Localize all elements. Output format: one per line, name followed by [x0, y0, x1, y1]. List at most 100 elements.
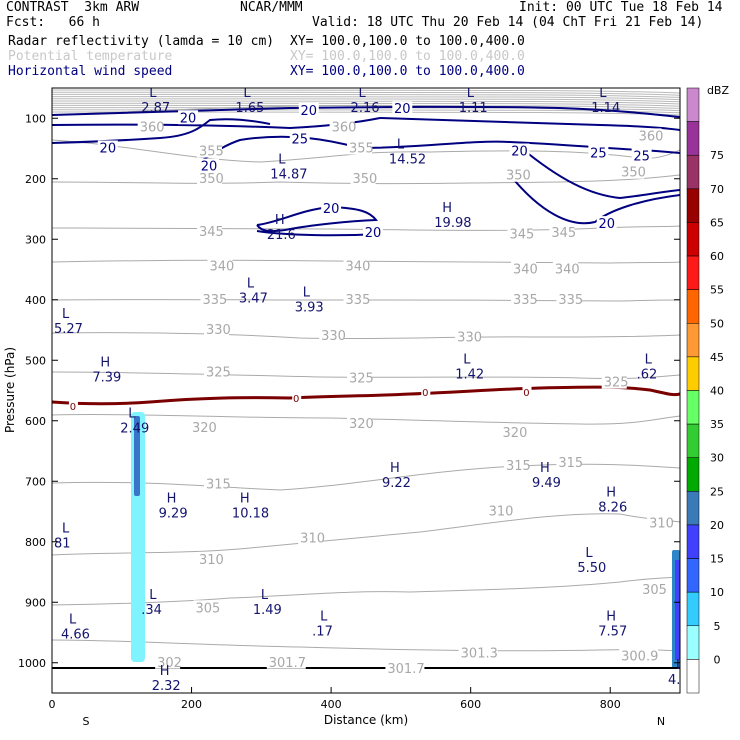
colorbar-tick-label: 25: [710, 485, 724, 498]
colorbar-tick-label: 35: [710, 418, 724, 431]
init-time: Init: 00 UTC Tue 18 Feb 14: [519, 0, 723, 15]
theta-line-strat: [52, 91, 680, 96]
colorbar-segment: [686, 423, 700, 458]
theta-label-bg: [511, 261, 536, 276]
theta-label-bg: [266, 654, 306, 669]
wind-label: 20: [365, 226, 382, 241]
theta-line-305: [52, 576, 680, 606]
theta-label-bg: [298, 530, 324, 545]
theta-line-350: [52, 174, 680, 185]
colorbar-tick-label: 55: [710, 284, 724, 297]
theta-label-bg: [155, 654, 181, 669]
colorbar-segment: [686, 591, 700, 627]
extremum-value: 1.49: [253, 603, 282, 618]
extremum-value: 21.6: [267, 228, 296, 243]
extremum-letter: L: [149, 86, 157, 101]
theta-label: 340: [346, 259, 371, 274]
extremum-letter: H: [160, 664, 170, 679]
field-reflectivity-xy: XY= 100.0,100.0 to 100.0,400.0: [290, 34, 525, 49]
extremum-value: 3.47: [239, 292, 268, 307]
extremum-value: 4.66: [61, 627, 90, 642]
theta-label: 340: [209, 259, 234, 274]
freeze-label: 0: [293, 394, 299, 405]
wind-label: 25: [633, 149, 650, 164]
extremum-value: 7.39: [92, 370, 121, 385]
theta-label: 320: [192, 421, 217, 436]
theta-label: 305: [196, 601, 221, 616]
theta-label: 310: [300, 532, 325, 547]
colorbar-segment: [686, 625, 700, 660]
wind-label: 20: [511, 145, 528, 160]
extremum-value: 2.87: [141, 101, 170, 116]
extremum-letter: L: [645, 352, 653, 367]
wind-line-25-b: [379, 117, 680, 131]
freeze-label-bg: [522, 385, 532, 397]
theta-line-strat: [52, 98, 680, 103]
y-tick-label: 900: [25, 596, 46, 609]
extremum-letter: H: [606, 485, 616, 500]
extremum-value: 2.49: [120, 422, 149, 437]
colorbar-segment: [686, 222, 700, 257]
theta-label-bg: [619, 164, 645, 179]
theta-label-bg: [455, 329, 481, 344]
theta-label: 330: [321, 329, 346, 344]
extremum-letter: L: [62, 307, 70, 322]
theta-label-bg: [197, 223, 222, 238]
freeze-label-bg: [292, 391, 302, 403]
extremum-letter: L: [243, 86, 251, 101]
wind-label-bg: [289, 131, 310, 146]
theta-label-bg: [207, 258, 233, 273]
wind-label: 20: [201, 160, 218, 175]
extremum-letter: L: [463, 352, 471, 367]
theta-line-strat: [52, 100, 680, 105]
extremum-value: 81: [54, 537, 71, 552]
freeze-label: 0: [422, 388, 428, 399]
theta-label: 315: [506, 459, 531, 474]
theta-label-bg: [511, 291, 536, 306]
extremum-value: 5.50: [577, 561, 606, 576]
theta-label: 300.9: [621, 650, 658, 665]
extremum-letter: H: [167, 491, 177, 506]
extremum-value: 4.4: [668, 673, 689, 688]
extremum-value: 1.11: [459, 101, 488, 116]
wind-label-bg: [392, 101, 413, 116]
extremum-value: 1.65: [235, 101, 264, 116]
theta-label-bg: [343, 258, 369, 273]
theta-label-bg: [556, 291, 582, 306]
y-tick-label: 700: [25, 475, 46, 488]
wind-label: 20: [100, 142, 117, 157]
wind-label-bg: [509, 143, 530, 158]
y-tick-label: 800: [25, 536, 46, 549]
theta-label: 335: [558, 293, 583, 308]
colorbar-segment: [686, 390, 700, 425]
colorbar: 0 5 10 15 20 25 30 35 40 45 50 55 60 65 70 75: [686, 87, 724, 694]
colorbar-tick-label: 15: [710, 553, 724, 566]
extremum-letter: L: [676, 658, 684, 673]
extremum-letter: L: [69, 612, 77, 627]
theta-label-bg: [385, 660, 425, 675]
model-name: CONTRAST 3km ARW: [6, 0, 140, 15]
theta-label-bg: [197, 551, 222, 566]
theta-label: 325: [349, 371, 374, 386]
theta-label: 340: [513, 263, 538, 278]
colorbar-tick-label: 50: [710, 317, 724, 330]
extremum-letter: L: [320, 609, 328, 624]
theta-label-bg: [347, 370, 373, 385]
wind-label-bg: [631, 148, 652, 163]
x-end-label-south: S: [83, 715, 90, 728]
theta-label-bg: [200, 291, 226, 306]
freezing-level: [52, 385, 680, 406]
wind-label: 20: [323, 202, 340, 217]
wind-label-bg: [178, 110, 199, 125]
theta-label-bg: [458, 645, 498, 660]
extremum-letter: L: [278, 153, 286, 168]
theta-label: 345: [510, 227, 535, 242]
freeze-label-bg: [421, 385, 431, 397]
extremum-value: 10.18: [232, 506, 269, 521]
wind-label: 20: [180, 111, 197, 126]
colorbar-title: dBZ: [707, 84, 730, 97]
theta-line-320: [52, 414, 680, 425]
extremum-letter: H: [442, 201, 452, 216]
theta-label-bg: [197, 170, 222, 185]
